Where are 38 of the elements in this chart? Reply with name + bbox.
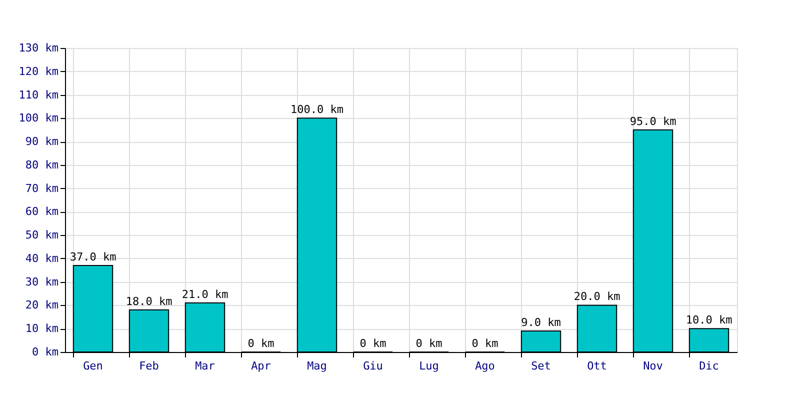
x-tick-label: Set [531,360,551,372]
data-label: 100.0 km [290,103,344,116]
data-label: 9.0 km [521,316,562,329]
data-label: 0 km [248,337,275,350]
y-tick-label: 60 km [25,205,59,218]
y-tick-label: 100 km [18,112,59,125]
y-tick-label: 0 km [32,346,59,358]
data-label: 95.0 km [630,114,677,128]
x-tick-label: Giu [363,360,383,372]
data-label: 0 km [360,337,387,350]
x-tick-label: Feb [139,360,159,372]
y-tick-label: 30 km [25,275,59,288]
y-tick-label: 90 km [25,135,59,148]
y-tick-label: 70 km [25,182,59,195]
y-tick-label: 130 km [18,42,59,54]
data-label: 18.0 km [126,294,173,308]
data-label: 0 km [416,337,443,350]
y-tick-label: 80 km [25,158,59,172]
y-tick-label: 120 km [18,64,59,78]
x-tick-label: Ago [475,360,495,372]
y-tick-label: 50 km [25,228,59,242]
y-tick-label: 10 km [25,322,59,336]
data-label: 0 km [472,337,499,350]
y-tick-label: 40 km [25,252,59,265]
x-tick-label: Ott [587,360,607,372]
data-label: 37.0 km [70,250,117,264]
x-tick-label: Mar [195,360,216,372]
x-tick-label: Gen [83,360,103,372]
data-label: 20.0 km [574,290,621,304]
x-tick-label: Mag [307,360,327,372]
y-tick-label: 20 km [25,298,59,312]
x-tick-label: Lug [419,360,439,372]
data-label: 21.0 km [182,288,229,301]
x-tick-label: Dic [699,360,719,372]
y-tick-label: 110 km [18,88,59,102]
x-tick-label: Apr [251,360,272,372]
data-label: 10.0 km [686,314,733,327]
x-tick-label: Nov [643,360,664,372]
